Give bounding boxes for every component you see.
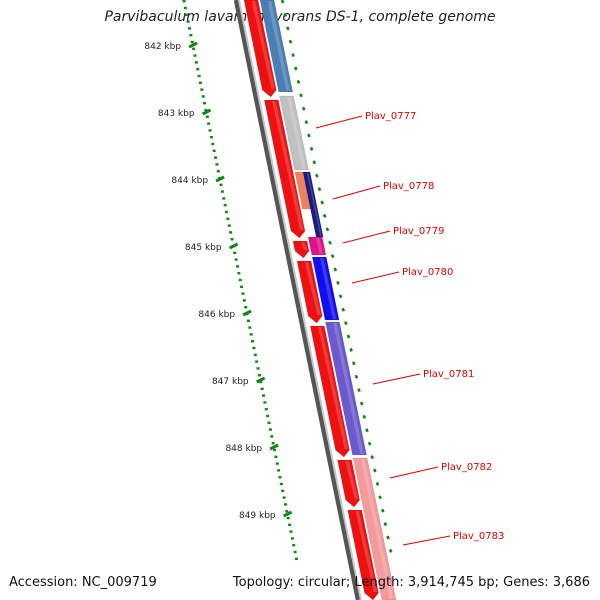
outer-tick <box>336 280 340 285</box>
forward-gene-block <box>259 0 294 93</box>
accession-label: Accession: NC_009719 <box>9 575 157 590</box>
outer-tick <box>320 200 324 205</box>
outer-tick <box>349 347 353 352</box>
outer-tick <box>346 334 351 339</box>
outer-tick <box>338 294 343 299</box>
outer-tick <box>304 120 309 125</box>
outer-tick <box>280 0 285 4</box>
outer-tick <box>283 12 288 17</box>
outer-tick <box>365 428 369 433</box>
outer-tick <box>367 441 372 446</box>
gene-label-leader <box>342 230 391 244</box>
outer-tick <box>373 468 377 473</box>
gene-label-leader <box>389 466 439 479</box>
gene-label-leader <box>315 115 363 129</box>
backbone-line <box>233 0 361 600</box>
gene-label: Plav_0781 <box>423 369 474 380</box>
outer-tick <box>322 213 327 218</box>
scale-major-tick <box>201 108 212 116</box>
forward-gene-block <box>325 321 367 456</box>
outer-tick <box>378 495 382 500</box>
reverse-gene-arrow <box>347 509 379 600</box>
outer-tick <box>330 254 335 259</box>
outer-tick <box>383 522 388 527</box>
forward-gene-block <box>279 95 309 171</box>
outer-tick <box>288 39 293 44</box>
outer-tick <box>362 414 367 419</box>
reverse-gene-arrow <box>309 325 350 458</box>
outer-tick <box>301 106 306 111</box>
reverse-gene-arrow <box>337 459 360 508</box>
scale-label: 845 kbp <box>185 243 222 253</box>
scale-label: 847 kbp <box>212 377 249 387</box>
outer-tick <box>286 26 290 31</box>
forward-gene-block-navy <box>302 171 324 238</box>
forward-gene-block <box>307 236 327 256</box>
outer-tick <box>333 267 338 272</box>
outer-tick <box>299 93 303 98</box>
scale-label: 843 kbp <box>158 109 195 119</box>
gene-label: Plav_0782 <box>441 462 492 473</box>
scale-major-tick <box>215 175 225 183</box>
outer-tick <box>315 173 319 178</box>
scale-label: 848 kbp <box>225 444 262 454</box>
scale-major-tick <box>282 510 293 518</box>
scale-label: 842 kbp <box>144 42 181 52</box>
reverse-strand-track <box>243 0 379 600</box>
backbone <box>233 0 362 600</box>
gene-label: Plav_0778 <box>383 181 434 192</box>
reverse-gene-arrow <box>296 260 323 324</box>
outer-tick <box>328 240 332 245</box>
gene-label: Plav_0779 <box>393 226 444 237</box>
reverse-gene-arrow <box>243 0 277 98</box>
outer-tick <box>291 53 295 58</box>
outer-tick <box>344 321 348 326</box>
outer-tick <box>293 66 298 71</box>
gene-label-layer: Plav_0777 Plav_0778 Plav_0779 Plav_0780 Plav… <box>315 111 504 546</box>
scale-major-tick <box>255 376 266 384</box>
outer-tick <box>312 160 317 165</box>
outer-tick <box>380 508 385 513</box>
scale-major-tick <box>242 309 252 317</box>
gene-label: Plav_0783 <box>453 531 504 542</box>
scale-label: 849 kbp <box>239 511 276 521</box>
gene-label-leader <box>402 535 451 546</box>
scale-major-tick <box>188 41 198 49</box>
outer-tick <box>386 535 390 540</box>
outer-tick <box>351 361 356 366</box>
outer-tick <box>359 401 364 406</box>
gene-label-leader <box>332 185 381 200</box>
outer-tick <box>388 548 393 553</box>
map-title: Parvibaculum lavamentivorans DS-1, compl… <box>104 9 496 25</box>
outer-tick-track <box>280 0 393 553</box>
genome-summary: Topology: circular; Length: 3,914,745 bp… <box>232 575 590 590</box>
outer-tick <box>375 481 380 486</box>
colored-gene-track <box>259 0 397 600</box>
scale-label: 844 kbp <box>171 176 208 186</box>
outer-tick <box>370 455 375 460</box>
reverse-gene-arrow <box>263 99 306 239</box>
gene-label: Plav_0780 <box>402 267 453 278</box>
reverse-gene-arrow <box>292 240 310 259</box>
forward-gene-block <box>352 457 397 600</box>
outer-tick <box>317 187 322 192</box>
gene-label-leader <box>351 271 400 284</box>
backbone-highlight <box>238 0 362 600</box>
forward-gene-block <box>311 256 340 321</box>
scale-label: 846 kbp <box>198 310 235 320</box>
outer-tick <box>309 146 314 151</box>
scale-major-tick <box>269 443 279 451</box>
outer-tick <box>354 374 359 379</box>
outer-tick <box>357 388 361 393</box>
scale-track: 842 kbp 843 kbp 844 kbp 845 kbp 846 kbp 847 k… <box>144 0 298 560</box>
outer-tick <box>341 307 346 312</box>
outer-tick <box>307 133 311 138</box>
scale-major-tick <box>228 242 239 250</box>
outer-tick <box>296 79 301 84</box>
outer-tick <box>325 227 330 232</box>
gene-label-leader <box>372 373 421 385</box>
gene-label: Plav_0777 <box>365 111 416 122</box>
